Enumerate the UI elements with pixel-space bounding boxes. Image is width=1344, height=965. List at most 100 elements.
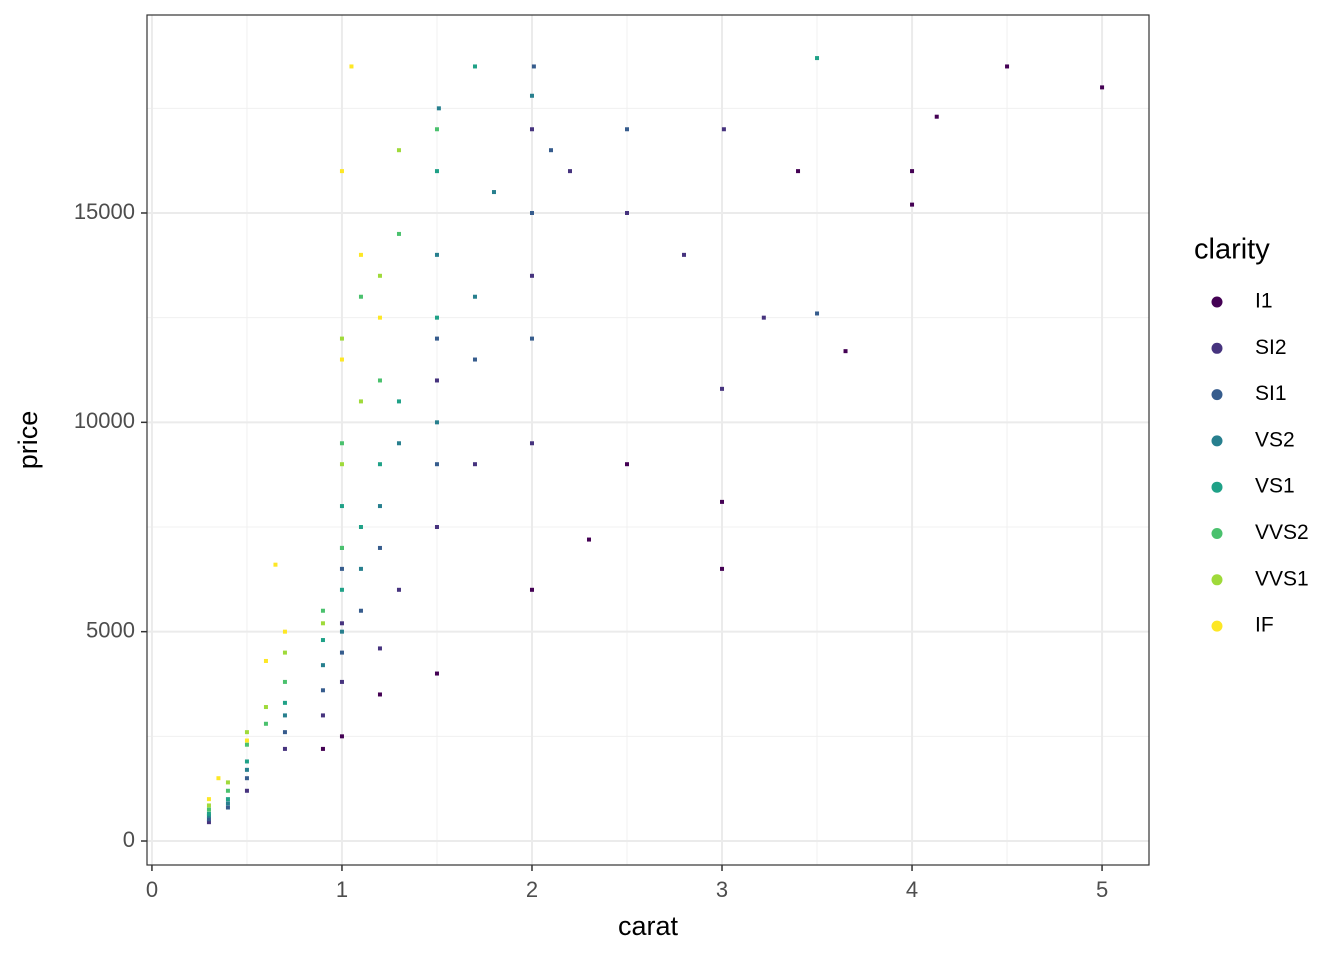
point: [472, 357, 477, 362]
point: [320, 663, 325, 668]
point: [396, 148, 401, 153]
point: [910, 202, 915, 207]
point: [529, 127, 534, 132]
point: [216, 776, 221, 781]
point: [339, 357, 344, 362]
point: [377, 545, 382, 550]
y-axis-title: price: [13, 411, 43, 470]
point: [320, 746, 325, 751]
point: [339, 734, 344, 739]
legend-label: I1: [1255, 290, 1273, 313]
point: [1100, 85, 1105, 90]
point: [910, 169, 915, 174]
legend-label: SI2: [1255, 336, 1287, 359]
point: [529, 210, 534, 215]
point: [358, 294, 363, 299]
legend-key: [1211, 528, 1223, 539]
point: [244, 738, 249, 743]
point: [396, 399, 401, 404]
point: [625, 210, 630, 215]
point: [339, 504, 344, 509]
point: [358, 566, 363, 571]
point: [377, 273, 382, 278]
point: [682, 252, 687, 257]
legend-key: [1211, 435, 1223, 447]
y-tick-label: 5000: [86, 617, 135, 642]
x-axis-title: carat: [618, 911, 679, 941]
point: [472, 294, 477, 299]
point: [434, 525, 439, 530]
point: [377, 692, 382, 697]
point: [244, 788, 249, 793]
point: [761, 315, 766, 320]
legend-label: VVS2: [1255, 521, 1309, 544]
point: [244, 767, 249, 772]
point: [529, 587, 534, 592]
point: [244, 776, 249, 781]
legend-title: clarity: [1194, 234, 1270, 266]
y-tick-label: 15000: [74, 199, 135, 224]
legend-key: [1211, 342, 1223, 354]
legend-label: VS1: [1255, 475, 1295, 498]
point: [843, 349, 848, 354]
point: [720, 566, 725, 571]
legend-key: [1211, 389, 1223, 401]
point: [434, 378, 439, 383]
x-tick-label: 3: [716, 877, 728, 902]
point: [339, 545, 344, 550]
point: [225, 780, 230, 785]
point: [434, 127, 439, 132]
legend-key: [1211, 296, 1223, 308]
point: [339, 650, 344, 655]
y-tick-label: 10000: [74, 408, 135, 433]
point: [529, 273, 534, 278]
x-tick-label: 2: [526, 877, 538, 902]
point: [796, 169, 801, 174]
point: [282, 679, 287, 684]
point: [548, 148, 553, 153]
legend-key: [1211, 574, 1223, 586]
y-tick-label: 0: [123, 827, 135, 852]
point: [320, 621, 325, 626]
point: [339, 462, 344, 467]
point: [225, 788, 230, 793]
point: [206, 797, 211, 802]
point: [282, 713, 287, 718]
point: [339, 629, 344, 634]
point: [377, 462, 382, 467]
point: [244, 730, 249, 735]
point: [567, 169, 572, 174]
point: [434, 462, 439, 467]
x-tick-label: 1: [336, 877, 348, 902]
legend-key: [1211, 620, 1223, 632]
legend-label: VVS1: [1255, 567, 1309, 590]
point: [377, 378, 382, 383]
point: [434, 336, 439, 341]
point: [225, 801, 230, 806]
x-tick-label: 0: [146, 877, 158, 902]
panel-background: [147, 15, 1149, 865]
point: [1005, 64, 1010, 69]
point: [377, 646, 382, 651]
point: [263, 721, 268, 726]
point: [529, 441, 534, 446]
point: [225, 805, 230, 810]
point: [491, 190, 496, 195]
point: [273, 562, 278, 567]
point: [377, 504, 382, 509]
point: [720, 386, 725, 391]
legend-key: [1211, 481, 1223, 493]
point: [472, 64, 477, 69]
point: [720, 499, 725, 504]
point: [263, 658, 268, 663]
point: [436, 106, 441, 111]
point: [434, 169, 439, 174]
legend-label: SI1: [1255, 382, 1287, 405]
point: [339, 566, 344, 571]
point: [339, 621, 344, 626]
point: [206, 813, 211, 818]
point: [339, 169, 344, 174]
point: [244, 759, 249, 764]
